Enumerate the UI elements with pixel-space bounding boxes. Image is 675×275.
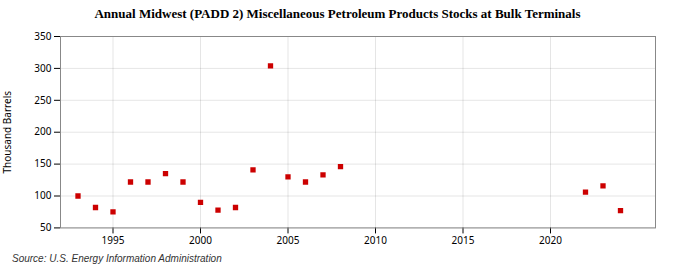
html-text:Annual Midwest (PADD 2) Miscel: Annual Midwest (PADD 2) Miscellaneous Pe… [94,6,581,21]
svg-text:350: 350 [34,28,51,42]
svg-text:150: 150 [34,156,51,170]
svg-text:2015: 2015 [452,233,475,247]
svg-text:200: 200 [34,124,51,138]
svg-text:250: 250 [34,92,51,106]
svg-text:2010: 2010 [364,233,387,247]
svg-text:2000: 2000 [189,233,212,247]
svg-text:300: 300 [34,60,51,74]
svg-text:50: 50 [40,220,52,234]
html-text:Source: U.S. Energy Informatio: Source: U.S. Energy Information Administ… [12,253,222,264]
svg-text:100: 100 [34,188,51,202]
svg-text:Thousand Barrels: Thousand Barrels [0,90,14,173]
svg-text:1995: 1995 [102,233,125,247]
svg-text:2005: 2005 [277,233,300,247]
svg-text:2020: 2020 [539,233,562,247]
